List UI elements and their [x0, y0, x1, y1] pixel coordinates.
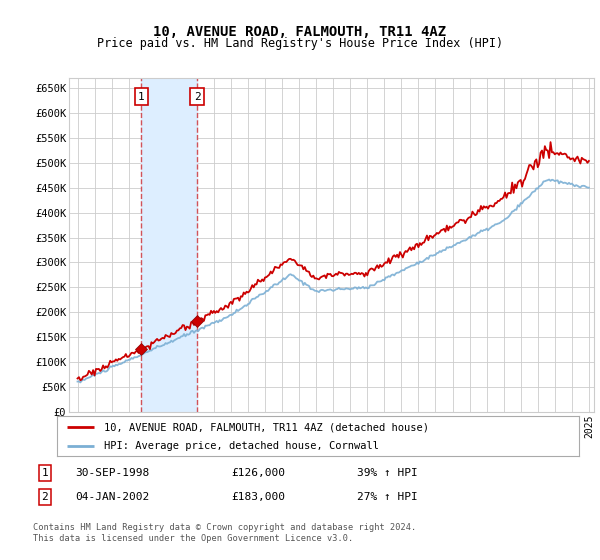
Text: 1: 1	[41, 468, 49, 478]
Text: 10, AVENUE ROAD, FALMOUTH, TR11 4AZ: 10, AVENUE ROAD, FALMOUTH, TR11 4AZ	[154, 26, 446, 39]
Text: 04-JAN-2002: 04-JAN-2002	[75, 492, 149, 502]
Text: Contains HM Land Registry data © Crown copyright and database right 2024.: Contains HM Land Registry data © Crown c…	[33, 523, 416, 532]
Text: 10, AVENUE ROAD, FALMOUTH, TR11 4AZ (detached house): 10, AVENUE ROAD, FALMOUTH, TR11 4AZ (det…	[104, 422, 429, 432]
Text: 27% ↑ HPI: 27% ↑ HPI	[357, 492, 418, 502]
Text: Price paid vs. HM Land Registry's House Price Index (HPI): Price paid vs. HM Land Registry's House …	[97, 37, 503, 50]
Text: 2: 2	[194, 92, 200, 102]
Bar	[142, 78, 197, 412]
Text: £126,000: £126,000	[231, 468, 285, 478]
Text: 39% ↑ HPI: 39% ↑ HPI	[357, 468, 418, 478]
Text: This data is licensed under the Open Government Licence v3.0.: This data is licensed under the Open Gov…	[33, 534, 353, 543]
Text: £183,000: £183,000	[231, 492, 285, 502]
Text: 30-SEP-1998: 30-SEP-1998	[75, 468, 149, 478]
Text: HPI: Average price, detached house, Cornwall: HPI: Average price, detached house, Corn…	[104, 441, 379, 451]
Text: 1: 1	[138, 92, 145, 102]
Text: 2: 2	[41, 492, 49, 502]
